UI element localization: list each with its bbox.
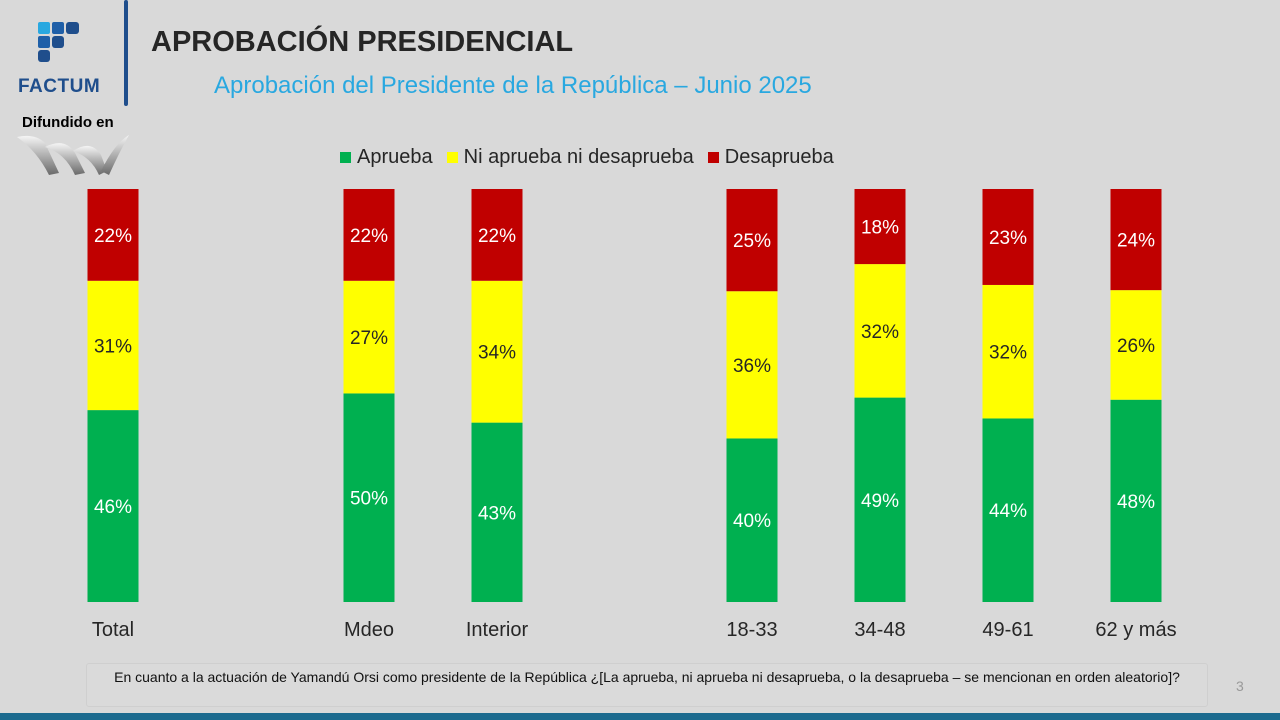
data-label: 18%	[861, 218, 899, 239]
stacked-bar-chart: 46% 31% 22% Total 50% 27% 22% Mdeo 43% 34% 22% Inte…	[87, 189, 1177, 641]
brand-name: FACTUM	[18, 76, 101, 97]
bar-segment-desaprueba	[1110, 189, 1162, 291]
data-label: 40%	[733, 511, 771, 532]
bar-segment-ni-aprueba-ni-desaprueba	[471, 280, 523, 423]
bar-segment-aprueba	[87, 410, 139, 602]
bar-segment-ni-aprueba-ni-desaprueba	[87, 280, 139, 411]
bar-segment-ni-aprueba-ni-desaprueba	[343, 280, 395, 394]
data-label: 32%	[861, 322, 899, 343]
legend-item-desaprueba: Desaprueba	[707, 146, 834, 169]
data-label: 24%	[1117, 231, 1155, 252]
legend-item-ni: Ni aprueba ni desaprueba	[446, 146, 694, 169]
data-label: 50%	[350, 489, 388, 510]
w-logo-icon	[15, 133, 130, 182]
bar-segment-aprueba	[1110, 399, 1162, 602]
bar-segment-desaprueba	[854, 189, 906, 265]
data-label: 27%	[350, 328, 388, 349]
question-footnote: En cuanto a la actuación de Yamandú Orsi…	[86, 663, 1208, 707]
header-divider	[124, 0, 128, 106]
bar-segment-ni-aprueba-ni-desaprueba	[854, 264, 906, 398]
data-label: 43%	[478, 503, 516, 524]
bar-segment-desaprueba	[87, 189, 139, 281]
data-label: 26%	[1117, 336, 1155, 357]
category-label: Total	[92, 619, 134, 641]
data-label: 23%	[989, 228, 1027, 249]
data-label: 22%	[478, 226, 516, 247]
category-label: Mdeo	[344, 619, 394, 641]
data-label: 25%	[733, 231, 771, 252]
data-label: 22%	[94, 226, 132, 247]
bar-segment-desaprueba	[471, 189, 523, 281]
bar-segment-desaprueba	[343, 189, 395, 281]
data-label: 31%	[94, 336, 132, 357]
legend-label: Aprueba	[357, 146, 433, 168]
category-label: Interior	[466, 619, 529, 641]
bar-segment-aprueba	[982, 418, 1034, 602]
bar-segment-ni-aprueba-ni-desaprueba	[1110, 290, 1162, 400]
data-label: 44%	[989, 501, 1027, 522]
category-label: 18-33	[726, 619, 777, 641]
legend-label: Ni aprueba ni desaprueba	[463, 146, 694, 168]
legend-swatch	[446, 152, 458, 163]
legend-label: Desaprueba	[724, 146, 834, 168]
data-label: 48%	[1117, 492, 1155, 513]
bar-segment-aprueba	[471, 422, 523, 602]
data-label: 49%	[861, 491, 899, 512]
page-number: 3	[1236, 678, 1244, 694]
category-label: 34-48	[854, 619, 905, 641]
bottom-bar	[0, 713, 1280, 720]
bar-segment-ni-aprueba-ni-desaprueba	[982, 284, 1034, 419]
legend-swatch	[707, 152, 719, 163]
bar-segment-aprueba	[854, 397, 906, 602]
page-title: APROBACIÓN PRESIDENCIAL	[151, 26, 574, 58]
category-label: 62 y más	[1095, 619, 1176, 641]
bar-segment-ni-aprueba-ni-desaprueba	[726, 291, 778, 439]
data-label: 34%	[478, 343, 516, 364]
data-label: 36%	[733, 356, 771, 377]
data-label: 22%	[350, 226, 388, 247]
chart-legend: Aprueba Ni aprueba ni desaprueba Desapru…	[340, 146, 834, 169]
data-label: 46%	[94, 497, 132, 518]
page-subtitle: Aprobación del Presidente de la Repúblic…	[214, 72, 812, 99]
factum-logo-icon	[38, 22, 82, 69]
difundido-label: Difundido en	[22, 114, 114, 131]
data-label: 32%	[989, 343, 1027, 364]
legend-swatch	[340, 152, 351, 163]
legend-item-aprueba: Aprueba	[340, 146, 433, 169]
bar-segment-desaprueba	[726, 189, 778, 292]
bar-segment-aprueba	[343, 393, 395, 602]
bar-segment-aprueba	[726, 438, 778, 602]
bar-segment-desaprueba	[982, 189, 1034, 285]
category-label: 49-61	[982, 619, 1033, 641]
